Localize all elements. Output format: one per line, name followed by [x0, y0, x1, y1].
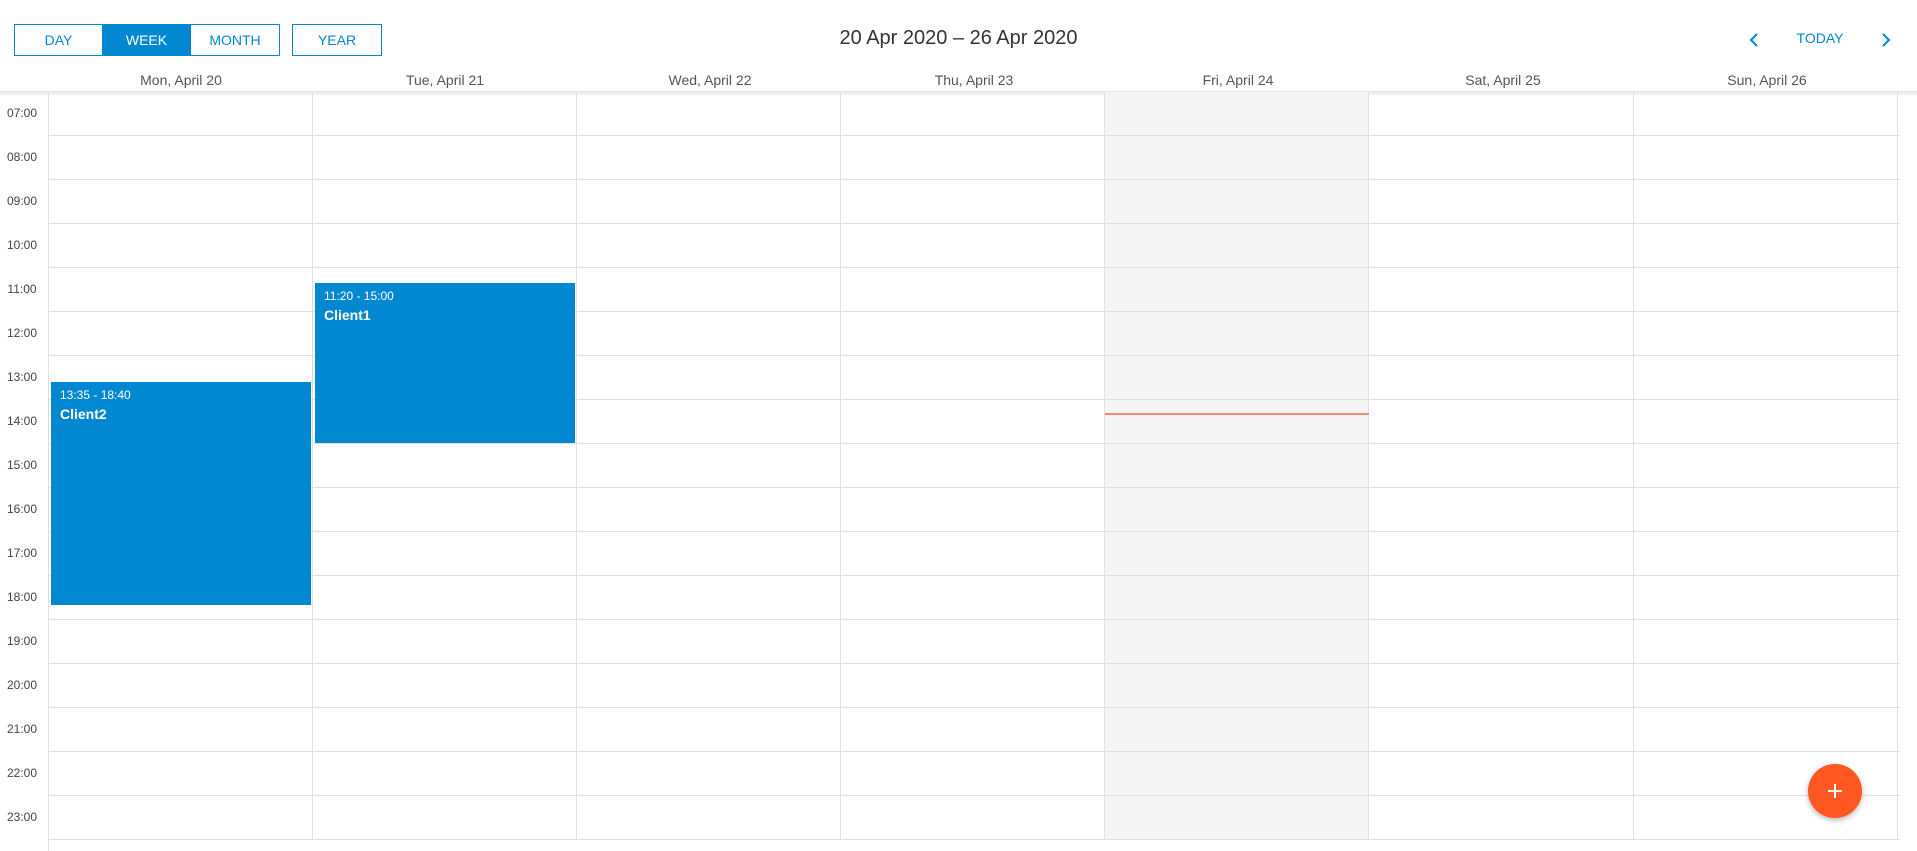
appointment-client1[interactable]: 11:20 - 15:00 Client1	[315, 283, 575, 443]
time-label: 10:00	[6, 238, 38, 252]
time-label: 16:00	[6, 502, 38, 516]
time-label: 07:00	[6, 106, 38, 120]
time-label: 21:00	[6, 722, 38, 736]
hour-line	[49, 531, 1900, 532]
day-header: Fri, April 24	[1202, 72, 1274, 88]
time-label: 12:00	[6, 326, 38, 340]
view-month-button[interactable]: MONTH	[190, 24, 280, 56]
time-label: 18:00	[6, 590, 38, 604]
time-label: 11:00	[7, 282, 37, 296]
hour-line	[49, 839, 1900, 840]
day-header: Thu, April 23	[934, 72, 1014, 88]
appointment-time: 11:20 - 15:00	[324, 289, 394, 303]
hour-line	[49, 399, 1900, 400]
view-switcher: DAY WEEK MONTH	[14, 24, 280, 56]
hour-line	[49, 751, 1900, 752]
day-column-today[interactable]	[1105, 92, 1369, 840]
day-header: Sun, April 26	[1727, 72, 1807, 88]
hour-line	[49, 795, 1900, 796]
day-column[interactable]	[577, 92, 841, 840]
hour-line	[49, 267, 1900, 268]
hour-line	[49, 311, 1900, 312]
hour-line	[49, 135, 1900, 136]
hour-line	[49, 443, 1900, 444]
calendar-toolbar: DAY WEEK MONTH YEAR 20 Apr 2020 – 26 Apr…	[0, 0, 1917, 80]
chevron-left-icon[interactable]	[1742, 28, 1766, 52]
time-label: 17:00	[6, 546, 38, 560]
day-column[interactable]	[49, 92, 313, 840]
time-label: 19:00	[6, 634, 38, 648]
chevron-right-icon[interactable]	[1874, 28, 1898, 52]
appointment-title: Client1	[324, 307, 371, 323]
day-header: Sat, April 25	[1465, 72, 1541, 88]
time-label: 20:00	[6, 678, 38, 692]
day-header: Wed, April 22	[668, 72, 752, 88]
day-column[interactable]	[841, 92, 1105, 840]
hour-line	[49, 179, 1900, 180]
view-year-button[interactable]: YEAR	[292, 24, 382, 56]
time-label: 09:00	[6, 194, 38, 208]
current-time-indicator	[1105, 413, 1369, 415]
time-label: 08:00	[6, 150, 38, 164]
hour-line	[49, 223, 1900, 224]
add-appointment-button[interactable]	[1808, 764, 1862, 818]
day-column[interactable]	[1370, 92, 1634, 840]
appointment-title: Client2	[60, 406, 107, 422]
plus-icon	[1828, 784, 1842, 798]
period-title: 20 Apr 2020 – 26 Apr 2020	[839, 27, 1078, 49]
time-label: 15:00	[6, 458, 38, 472]
time-label: 14:00	[6, 414, 38, 428]
day-column[interactable]	[1634, 92, 1898, 840]
appointment-client2[interactable]: 13:35 - 18:40 Client2	[51, 382, 311, 605]
day-header: Mon, April 20	[140, 72, 222, 88]
hour-line	[49, 619, 1900, 620]
hour-line	[49, 575, 1900, 576]
time-column	[0, 92, 49, 851]
hour-line	[49, 355, 1900, 356]
today-button[interactable]: TODAY	[1796, 30, 1844, 46]
day-header: Tue, April 21	[405, 72, 485, 88]
hour-line	[49, 487, 1900, 488]
time-label: 22:00	[6, 766, 38, 780]
hour-line	[49, 707, 1900, 708]
week-grid[interactable]: 07:00 08:00 09:00 10:00 11:00 12:00 13:0…	[0, 92, 1917, 851]
hour-line	[49, 663, 1900, 664]
time-label: 23:00	[6, 810, 38, 824]
time-label: 13:00	[6, 370, 38, 384]
view-day-button[interactable]: DAY	[14, 24, 103, 56]
view-week-button[interactable]: WEEK	[102, 24, 191, 56]
day-column[interactable]	[313, 92, 577, 840]
day-header-row: Mon, April 20 Tue, April 21 Wed, April 2…	[49, 72, 1900, 92]
appointment-time: 13:35 - 18:40	[60, 388, 131, 402]
